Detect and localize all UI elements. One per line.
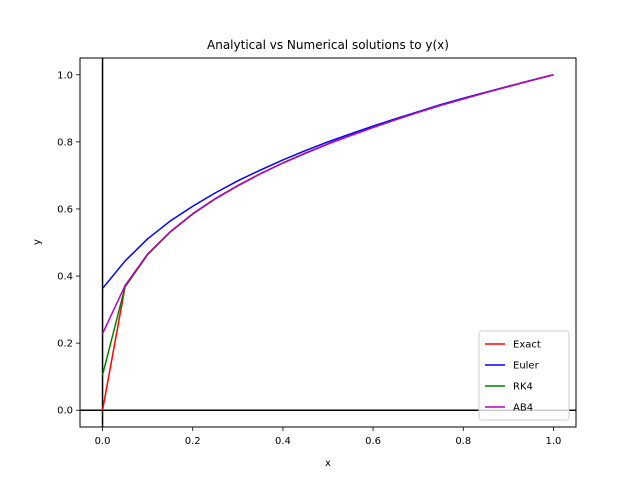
series-lines <box>101 74 554 411</box>
x-tick-label: 0.0 <box>95 436 111 447</box>
legend-label-euler: Euler <box>513 361 540 372</box>
y-tick-label: 0.6 <box>57 204 73 215</box>
plot-frame <box>79 57 577 428</box>
y-tick-label: 0.2 <box>57 339 73 350</box>
series-line-rk4 <box>101 74 554 376</box>
x-tick-label: 1.0 <box>546 436 562 447</box>
legend: Exact Euler RK4 AB4 <box>478 330 570 421</box>
x-tick-label: 0.8 <box>455 436 471 447</box>
legend-label-ab4: AB4 <box>513 403 533 414</box>
legend-frame <box>478 330 570 421</box>
y-tick-label: 1.0 <box>57 70 73 81</box>
y-tick-label: 0.4 <box>57 272 73 283</box>
legend-label-rk4: RK4 <box>513 382 533 393</box>
x-tick-label: 0.6 <box>365 436 381 447</box>
y-tick-label: 0.0 <box>57 406 73 417</box>
y-axis-ticks: 0.0 0.2 0.4 0.6 0.8 1.0 <box>57 70 80 417</box>
y-tick-label: 0.8 <box>57 137 73 148</box>
plot-area <box>79 57 577 428</box>
series-line-euler <box>101 74 554 289</box>
series-line-ab4 <box>101 74 554 335</box>
chart-title: Analytical vs Numerical solutions to y(x… <box>207 38 449 52</box>
legend-label-exact: Exact <box>513 340 541 351</box>
y-axis-label: y <box>32 239 43 245</box>
x-axis-ticks: 0.0 0.2 0.4 0.6 0.8 1.0 <box>95 427 562 447</box>
x-tick-label: 0.2 <box>185 436 201 447</box>
x-tick-label: 0.4 <box>275 436 291 447</box>
x-axis-label: x <box>325 458 331 469</box>
